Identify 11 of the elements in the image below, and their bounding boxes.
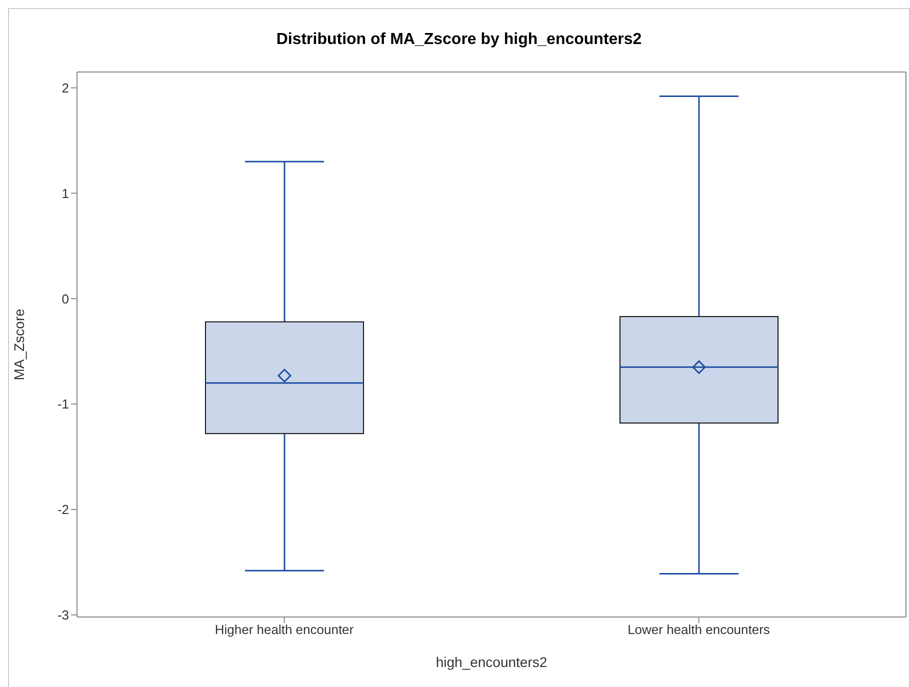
- y-tick-label: -1: [57, 396, 69, 412]
- x-tick-label: Higher health encounter: [214, 622, 354, 638]
- y-tick-label: 2: [62, 80, 69, 96]
- y-tick-label: -3: [57, 608, 69, 623]
- chart-title: Distribution of MA_Zscore by high_encounters2: [275, 31, 643, 50]
- y-axis-title: MA_Zscore: [10, 308, 27, 380]
- x-tick-label: Lower health encounters: [628, 622, 770, 638]
- y-tick-label: -2: [57, 502, 69, 518]
- y-tick-label: 0: [62, 291, 69, 306]
- y-tick-label: 1: [62, 186, 69, 201]
- x-axis-title: high_encounters2: [436, 654, 548, 670]
